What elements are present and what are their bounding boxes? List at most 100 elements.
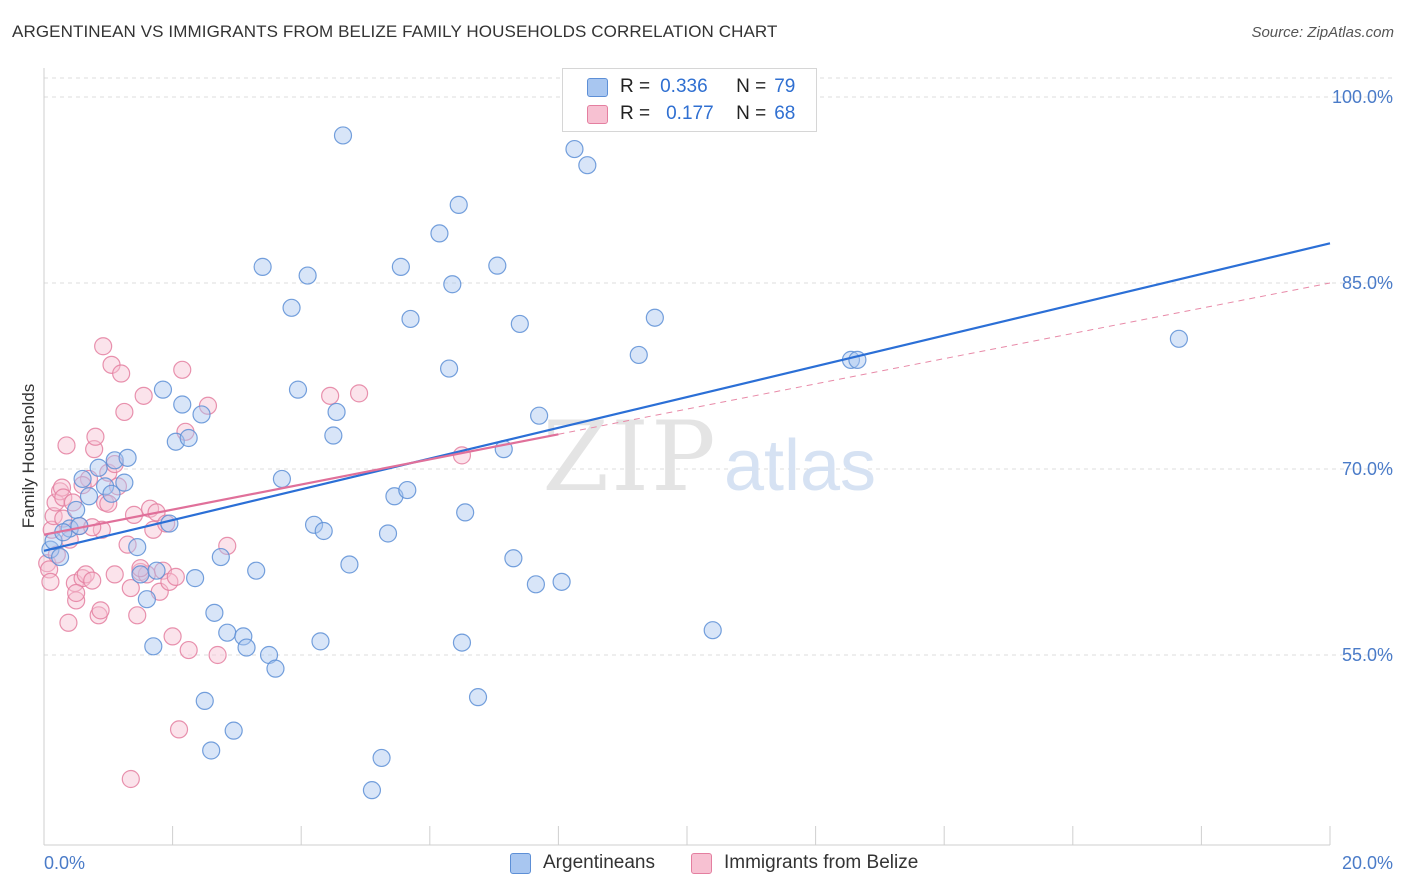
point-argentineans <box>324 426 343 445</box>
point-belize <box>112 364 131 383</box>
legend-swatch-argentineans <box>587 77 608 97</box>
point-argentineans <box>449 195 468 214</box>
point-belize <box>349 384 369 403</box>
point-argentineans <box>1169 329 1188 348</box>
point-argentineans <box>147 561 166 580</box>
point-argentineans <box>237 638 256 657</box>
series-legend: Argentineans Immigrants from Belize <box>0 852 1406 878</box>
point-belize <box>169 720 189 739</box>
y-axis-label: Family Households <box>19 384 38 529</box>
legend-swatch-argentineans <box>510 852 531 874</box>
watermark-zip: ZIP <box>542 401 717 513</box>
point-belize <box>73 476 92 495</box>
point-argentineans <box>202 741 221 760</box>
point-belize <box>208 645 227 665</box>
point-argentineans <box>211 547 230 567</box>
point-argentineans <box>398 480 417 500</box>
x-tick-label: 0.0% <box>44 853 85 873</box>
point-argentineans <box>565 139 584 159</box>
x-tick-label: 20.0% <box>1342 853 1393 873</box>
point-argentineans <box>530 406 549 425</box>
point-argentineans <box>288 380 308 399</box>
point-argentineans <box>115 473 134 492</box>
point-belize <box>99 494 118 513</box>
point-belize <box>83 571 102 590</box>
point-argentineans <box>73 469 92 489</box>
point-argentineans <box>552 572 571 591</box>
point-argentineans <box>179 428 198 448</box>
point-belize <box>128 606 147 625</box>
point-argentineans <box>362 781 382 800</box>
point-argentineans <box>272 469 292 489</box>
point-argentineans <box>645 308 664 327</box>
legend-n-value: 79 <box>774 76 796 97</box>
y-tick-label: 55.0% <box>1342 645 1393 665</box>
stats-legend: R = 0.336 N = 79 R = 0.177 N = 68 <box>562 68 817 132</box>
point-argentineans <box>703 621 722 640</box>
point-argentineans <box>67 500 86 520</box>
point-argentineans <box>327 402 346 422</box>
legend-r-label: R = <box>620 103 651 124</box>
legend-row-belize: R = 0.177 N = 68 <box>587 102 795 126</box>
legend-r-value: 0.336 <box>660 76 708 97</box>
point-belize <box>41 572 60 591</box>
point-argentineans <box>144 637 163 656</box>
legend-item-belize[interactable]: Immigrants from Belize <box>691 852 918 874</box>
source-label: Source: ZipAtlas.com <box>1251 24 1394 41</box>
y-tick-label: 70.0% <box>1342 459 1393 479</box>
point-belize <box>121 769 140 789</box>
point-belize <box>166 567 185 586</box>
point-argentineans <box>153 380 173 399</box>
point-argentineans <box>311 632 330 651</box>
point-argentineans <box>488 256 507 275</box>
legend-row-argentineans: R = 0.336 N = 79 <box>587 75 795 99</box>
point-belize <box>91 601 110 620</box>
point-argentineans <box>253 257 272 276</box>
point-argentineans <box>578 156 597 175</box>
point-argentineans <box>137 590 156 609</box>
point-argentineans <box>118 448 137 467</box>
point-argentineans <box>298 266 317 285</box>
point-belize <box>54 509 73 528</box>
legend-n-label: N = <box>736 103 767 124</box>
point-argentineans <box>510 314 529 334</box>
point-belize <box>179 640 198 660</box>
point-argentineans <box>50 547 70 567</box>
point-argentineans <box>186 569 205 588</box>
point-argentineans <box>333 126 353 145</box>
point-argentineans <box>314 521 333 541</box>
point-belize <box>115 402 134 422</box>
grid-lines <box>44 77 1392 656</box>
point-belize <box>173 360 192 379</box>
point-argentineans <box>102 484 121 503</box>
point-argentineans <box>128 538 147 557</box>
point-argentineans <box>304 515 324 534</box>
trend-line-belize <box>43 433 559 536</box>
point-argentineans <box>89 458 108 477</box>
legend-r-value: 0.177 <box>666 103 714 124</box>
point-belize <box>67 583 86 603</box>
watermark: ZIP atlas <box>542 401 876 513</box>
point-belize <box>86 427 105 446</box>
point-argentineans <box>247 561 266 580</box>
point-argentineans <box>79 487 99 506</box>
point-argentineans <box>629 345 648 365</box>
point-belize <box>218 536 237 555</box>
point-argentineans <box>282 298 301 317</box>
point-argentineans <box>192 405 211 424</box>
point-argentineans <box>391 257 410 276</box>
legend-r-label: R = <box>620 76 651 97</box>
point-argentineans <box>131 565 150 584</box>
y-tick-label: 100.0% <box>1332 87 1393 107</box>
point-argentineans <box>173 395 192 414</box>
legend-n-value: 68 <box>774 103 796 124</box>
point-belize <box>121 578 140 598</box>
legend-swatch-belize <box>691 852 712 874</box>
point-argentineans <box>468 688 488 707</box>
y-tick-label: 85.0% <box>1342 273 1393 293</box>
legend-item-argentineans[interactable]: Argentineans <box>510 852 655 874</box>
watermark-atlas: atlas <box>724 426 876 506</box>
point-belize <box>163 627 182 646</box>
series-argentineans-points <box>41 126 1188 800</box>
